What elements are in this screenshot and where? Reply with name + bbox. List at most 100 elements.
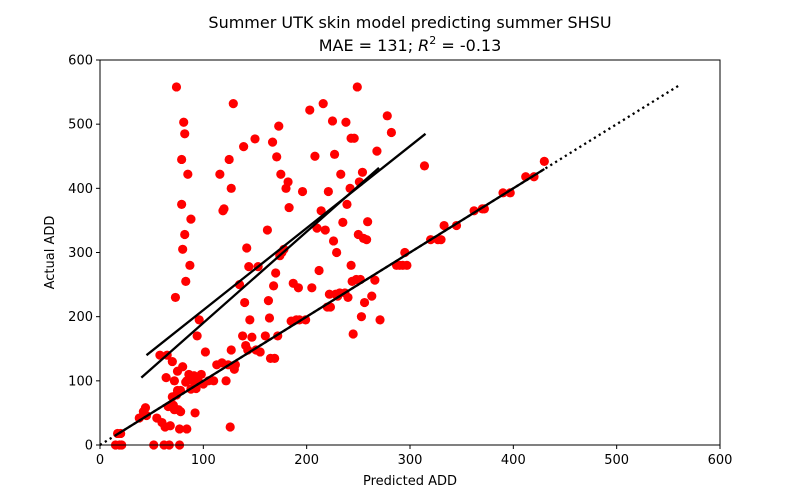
lines-layer [99,84,680,446]
data-point [219,204,229,214]
data-point [155,350,165,360]
subtitle-r2: R [418,36,429,55]
y-tick-label: 400 [68,182,93,197]
y-tick-label: 500 [68,118,93,133]
data-point [178,244,188,254]
data-point [221,376,231,386]
data-point [402,260,412,270]
data-point [245,315,255,325]
data-point [196,369,206,380]
data-point [267,137,278,147]
data-point [318,99,328,109]
data-point [439,220,449,231]
plot-frame [99,59,721,446]
data-point [192,331,202,341]
data-point [370,275,380,285]
x-tick-label: 0 [96,453,104,468]
data-point [305,105,315,115]
subtitle-r2-exponent: 2 [429,34,436,47]
data-point [276,169,286,179]
data-point [336,169,346,179]
data-point [183,169,193,179]
y-tick-label: 200 [68,310,93,325]
data-point [247,332,257,342]
data-point [262,225,272,235]
data-point [363,217,373,227]
data-point [310,151,320,161]
data-point [161,373,171,383]
data-point [343,292,353,303]
y-tick-label: 300 [68,246,93,261]
data-point [264,313,275,323]
data-point [182,424,192,434]
data-point [194,315,204,325]
subtitle-prefix: MAE = 131; [319,36,418,55]
data-point [352,82,362,92]
data-point [240,297,250,308]
data-point [386,127,396,138]
data-point [225,422,235,432]
data-point [375,315,385,325]
data-point [341,117,351,127]
data-point [226,183,236,193]
data-point [176,407,186,417]
data-point [382,111,392,121]
y-tick-label: 600 [68,54,93,69]
data-point [260,331,270,341]
x-tick-label: 500 [604,453,629,468]
data-point [356,312,367,322]
data-point [174,424,185,434]
data-point [186,214,196,224]
data-point [283,177,293,187]
subtitle-suffix: = -0.13 [436,36,501,55]
chart-subtitle: MAE = 131; R2 = -0.13 [319,34,502,55]
data-point [215,169,225,179]
data-point [140,403,151,413]
data-point [327,116,338,126]
data-point [270,353,280,363]
data-point [342,199,352,209]
fit-line [114,168,545,437]
ticks-layer: 0 100 200 300 400 500 600 0 100 200 300 400 500 600 [68,54,732,469]
chart-title: Summer UTK skin model predicting summer … [208,13,611,32]
data-point [349,133,359,143]
data-point [226,345,236,355]
data-point [224,154,234,165]
y-tick-label: 0 [85,439,93,454]
data-point [200,347,210,357]
data-point [179,117,189,127]
data-point [180,129,190,139]
data-point [314,265,324,276]
data-point [329,149,340,159]
x-tick-label: 200 [294,453,319,468]
data-point [177,154,187,165]
data-point [367,291,377,301]
data-point [238,331,248,341]
data-point [180,229,190,240]
data-point [293,283,303,293]
fit-line [145,132,427,357]
data-point [167,356,177,367]
data-point [297,186,308,197]
data-point [316,206,326,216]
data-point [272,152,282,162]
data-point [362,235,372,245]
points-layer [110,82,549,450]
data-point [323,186,333,197]
data-point [346,260,356,270]
data-point [348,329,358,339]
data-point [269,281,279,291]
fit-line [140,166,380,379]
data-point [169,376,179,386]
data-point [165,421,175,431]
data-point [332,247,342,258]
data-point [539,156,549,166]
data-point [325,302,336,312]
data-point [190,408,200,418]
data-point [171,82,182,92]
data-point [170,292,181,303]
data-point [320,225,330,235]
y-tick-label: 100 [68,374,93,389]
data-point [239,142,249,152]
